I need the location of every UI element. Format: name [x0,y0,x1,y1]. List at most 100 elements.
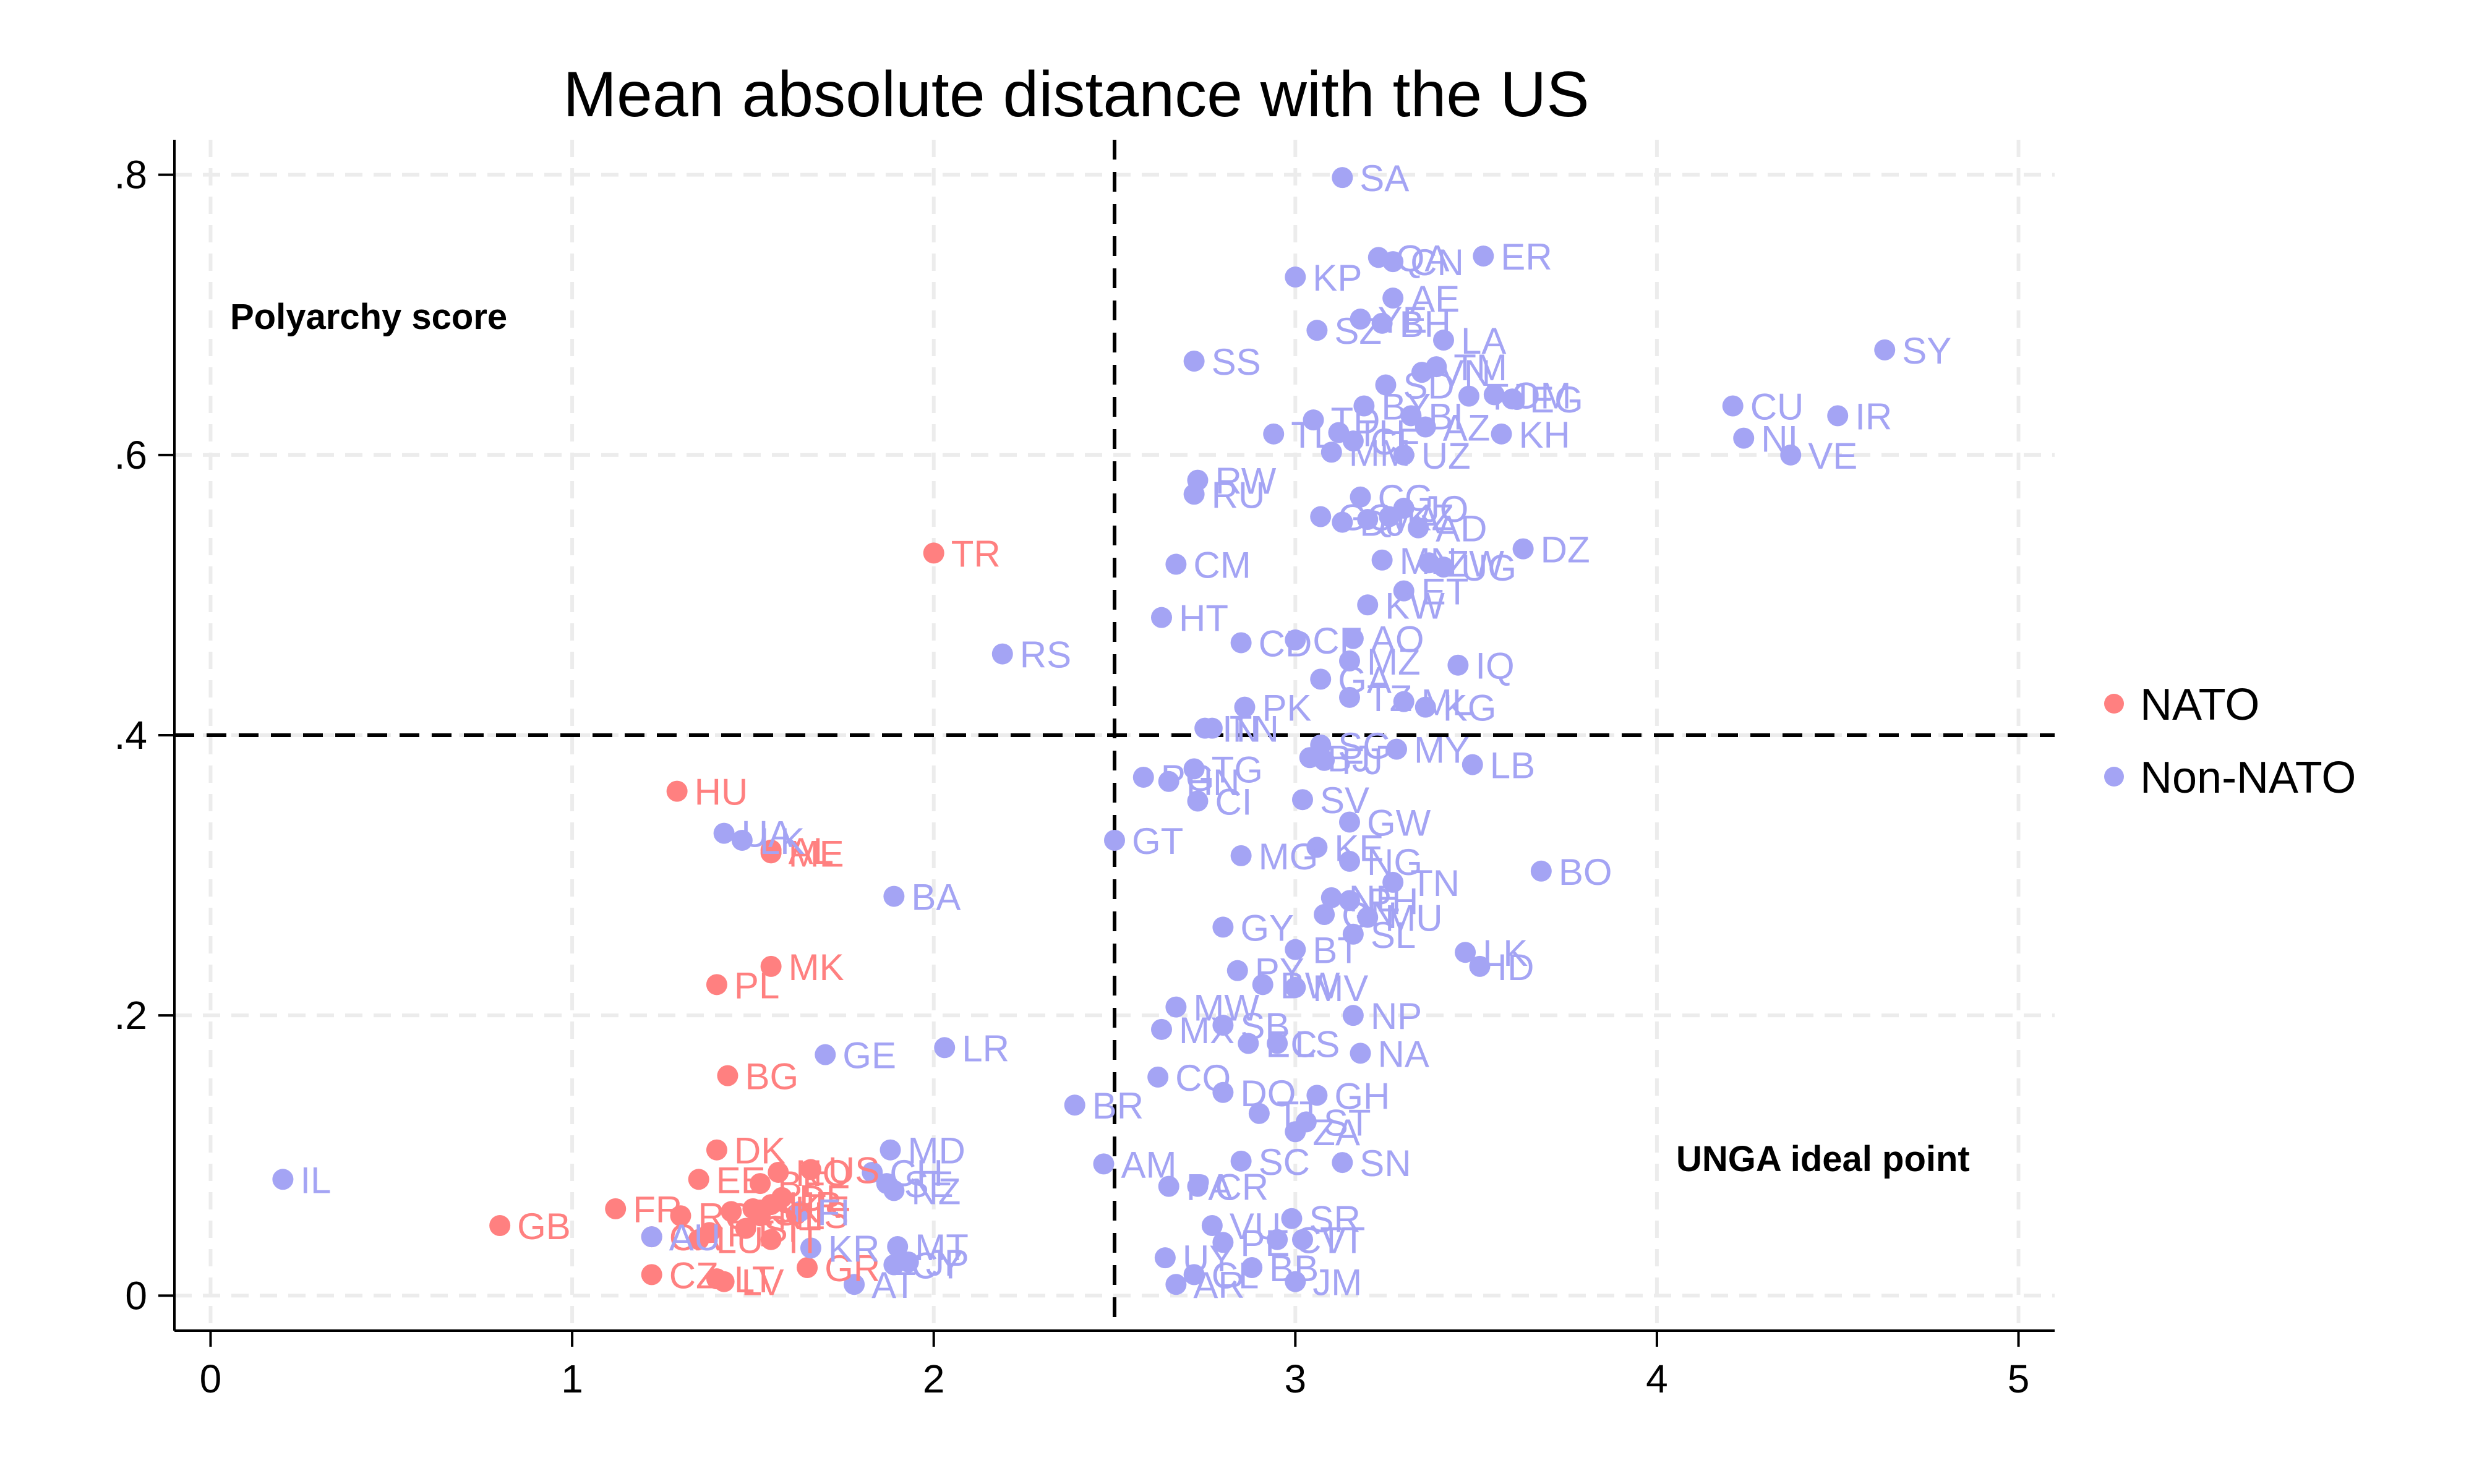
point-es [721,1201,742,1222]
legend: NATO Non-NATO [2104,680,2356,803]
point-uz [1393,444,1415,466]
point-gr [797,1257,818,1279]
point-label-lt: LT [734,1259,775,1300]
point-label-pk: PK [1262,688,1311,729]
point-label-ph: PH [1367,881,1418,922]
point-ci [1187,790,1209,812]
point-rs [991,643,1013,665]
point-label-mn: MN [1400,540,1457,582]
point-label-th: TH [1356,413,1405,454]
point-bi [1400,405,1422,427]
point-label-nz: NZ [911,1171,961,1212]
point-bw [1252,974,1273,996]
point-mz [1339,650,1360,672]
point-label-lr: LR [962,1028,1009,1069]
point-label-sy: SY [1902,330,1951,372]
point-label-tz: TZ [1367,678,1412,719]
point-label-qa: QA [1396,237,1450,279]
legend-label-0: NATO [2140,680,2259,730]
point-label-mx: MX [1179,1010,1235,1051]
point-label-si: SI [763,1209,798,1250]
point-kh [1491,423,1512,445]
point-tr [923,542,944,564]
point-md [880,1139,901,1161]
point-label-co: CO [1175,1057,1231,1099]
point-do [1212,1081,1234,1103]
point-label-at: AT [871,1264,916,1306]
point-sr [1281,1208,1303,1229]
point-label-tn2: TN [1410,863,1460,904]
point-nz [883,1180,905,1201]
point-label-dj: DJ [1359,503,1405,544]
point-tl [1263,423,1285,445]
point-label-ar: AR [1193,1264,1244,1306]
point-fr [605,1198,627,1219]
point-ss [1183,351,1205,372]
point-label-pt: PT [727,1213,774,1254]
point-ge [815,1044,836,1065]
point-label-by: BY [1381,386,1431,428]
point-label-kp: KP [1312,257,1362,299]
point-label-kz: KZ [1406,497,1454,539]
point-cl [1183,1264,1205,1286]
point-kz [1379,506,1400,527]
point-label-sb: SB [1240,1005,1290,1047]
reference-lines [174,140,2055,1331]
point-label-lu: LU [716,1220,764,1261]
point-nl [750,1205,771,1227]
point-label-sv: SV [1320,780,1369,821]
point-kw [1357,594,1379,616]
point-tn2 [1382,871,1404,893]
point-label-ht: HT [1179,598,1228,639]
point-ro [670,1205,691,1227]
x-tick-label: 5 [2008,1357,2030,1401]
annotation-unga: UNGA ideal point [1676,1139,1970,1179]
point-cm [1165,553,1187,575]
point-ml [1393,691,1415,712]
point-label-il: IL [300,1159,331,1201]
point-label-sd: SD [1403,365,1454,407]
point-label-mz: MZ [1367,641,1421,683]
point-la [1433,330,1454,351]
legend-label-1: Non-NATO [2140,753,2356,803]
point-kp [1285,267,1306,288]
point-cn [1382,251,1404,273]
point-label-ci: CI [1215,781,1252,822]
point-label-uy: UY [1183,1238,1234,1279]
point-label-py: PY [1255,951,1304,992]
point-label-ve: VE [1808,435,1857,477]
point-sc [1230,1150,1252,1172]
point-tj [1458,385,1479,407]
point-np [1342,1005,1364,1026]
point-label-ch: CH [889,1153,943,1194]
point-label-ru: RU [1212,474,1265,516]
point-label-no: NO [795,1153,851,1194]
point-label-uz: UZ [1421,435,1471,477]
point-pg [1132,766,1154,788]
point-td [1303,409,1324,431]
point-label-dk: DK [734,1130,785,1172]
point-label-gw: GW [1367,802,1431,843]
point-mg [1230,845,1252,866]
point-kr [800,1237,821,1259]
point-cz [641,1264,662,1286]
point-label-rs: RS [1020,634,1071,676]
point-ir [1827,405,1849,427]
legend-marker-1 [2104,767,2124,787]
point-label-jm: JM [1312,1262,1362,1303]
point-cu [1722,395,1744,417]
point-tt2 [1248,1102,1270,1124]
point-gw [1339,811,1360,833]
point-label-kh: KH [1519,414,1570,456]
y-tick-label: .2 [114,993,147,1038]
point-cd [1230,632,1252,654]
point-it [760,1229,782,1250]
point-sa [1332,167,1353,189]
point-ve [1780,444,1802,466]
point-label-cz: CZ [669,1255,719,1296]
point-label-ua: UA [742,814,793,855]
point-pa [1158,1175,1179,1197]
point-ug [1433,556,1454,578]
